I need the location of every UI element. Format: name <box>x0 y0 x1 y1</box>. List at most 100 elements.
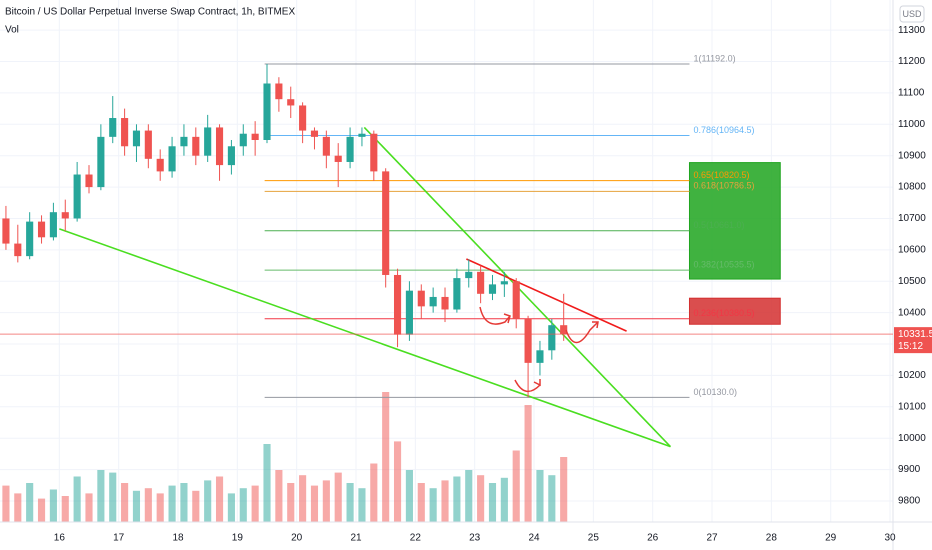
candle-body <box>144 130 152 159</box>
candle-body <box>2 218 10 244</box>
candle-body <box>49 212 57 238</box>
volume-bar <box>204 480 212 522</box>
volume-bar <box>453 476 461 522</box>
candle-body <box>263 83 271 140</box>
fib-label: 0.65(10820.5) <box>693 170 749 180</box>
trend-line <box>466 258 627 332</box>
candle-body <box>287 99 295 106</box>
drawings: 1(11192.0) 0.786(10964.5) 0.65(10820.5)0.6… <box>59 53 781 448</box>
candle-body <box>156 158 164 172</box>
candle-body <box>370 133 378 172</box>
candle-body <box>192 136 200 156</box>
x-tick-label: 23 <box>469 533 481 544</box>
volume-bar <box>536 470 544 522</box>
volume-bar <box>251 485 259 522</box>
y-tick-label: 10700 <box>898 213 926 224</box>
candle-body <box>14 243 22 257</box>
x-tick-label: 28 <box>766 533 778 544</box>
candle-body <box>500 281 508 285</box>
fib-label: 0.618(10786.5) <box>693 181 754 191</box>
volume-bar <box>334 472 342 522</box>
y-tick-label: 10400 <box>898 307 926 318</box>
countdown: 15:12 <box>898 341 923 352</box>
chart-title: Bitcoin / US Dollar Perpetual Inverse Sw… <box>5 7 295 18</box>
x-tick-label: 22 <box>410 533 422 544</box>
arrow <box>514 379 541 393</box>
x-tick-label: 27 <box>706 533 718 544</box>
zone <box>688 162 781 280</box>
volume-bar <box>215 476 224 522</box>
y-tick-label: 10000 <box>898 433 926 444</box>
volume-bar <box>370 463 378 522</box>
y-tick-label: 10500 <box>898 276 926 287</box>
candle-body <box>121 118 129 147</box>
volume-bar <box>275 470 283 522</box>
candles <box>2 64 568 398</box>
volume-bar <box>37 498 46 522</box>
x-tick-label: 24 <box>528 533 540 544</box>
volume-bar <box>121 483 129 522</box>
y-tick-label: 11100 <box>898 88 925 99</box>
volume-bar <box>346 483 354 522</box>
x-tick-label: 30 <box>884 533 896 544</box>
volume-bar <box>168 485 176 522</box>
y-tick-label: 9900 <box>898 464 921 475</box>
candle-body <box>441 296 449 310</box>
candle-body <box>227 146 235 166</box>
volume-bar <box>405 470 413 522</box>
volume-bar <box>512 450 520 522</box>
candle-body <box>453 278 461 310</box>
candle-body <box>512 281 520 319</box>
volume-bar <box>192 490 200 522</box>
volume-bar <box>109 472 117 522</box>
volume-bar <box>393 441 402 522</box>
candle-body <box>405 290 413 335</box>
volume-bar <box>239 488 247 522</box>
volume-bar <box>299 475 307 522</box>
y-tick-label: 10800 <box>898 182 926 193</box>
volume-bar <box>85 493 93 522</box>
fib-label: 0.236(10380.5) <box>693 308 754 318</box>
candle-body <box>334 155 342 162</box>
volume-bar <box>429 488 437 522</box>
candle-body <box>37 221 46 238</box>
volume-bar <box>500 477 508 522</box>
y-tick-label: 11200 <box>898 56 926 67</box>
currency-button[interactable] <box>899 5 925 23</box>
volume-bar <box>287 483 295 522</box>
y-tick-label: 10200 <box>898 370 926 381</box>
candle-body <box>180 136 188 147</box>
volume-pane <box>2 392 568 522</box>
candle-body <box>215 127 224 166</box>
candle-body <box>251 133 259 140</box>
x-tick-label: 25 <box>588 533 600 544</box>
y-tick-label: 11000 <box>898 119 926 130</box>
candle-body <box>168 146 176 172</box>
candle-body <box>132 130 141 147</box>
volume-bar <box>49 489 57 522</box>
volume-bar <box>14 493 22 522</box>
y-tick-label: 10600 <box>898 244 926 255</box>
fib-label: 0.382(10535.5) <box>693 259 754 269</box>
candle-body <box>26 221 34 257</box>
fib-label: 0.5(10661.0) <box>693 220 744 230</box>
y-tick-label: 10100 <box>898 401 926 412</box>
x-tick-label: 17 <box>113 533 125 544</box>
volume-bar <box>441 480 449 522</box>
x-tick-label: 19 <box>232 533 244 544</box>
volume-bar <box>358 488 366 522</box>
fib-label: 0.786(10964.5) <box>693 125 754 135</box>
candle-body <box>393 274 402 335</box>
candle-body <box>417 290 425 307</box>
last-price-box <box>894 327 932 354</box>
candle-body <box>204 127 212 156</box>
volume-bar <box>524 405 532 522</box>
candle-body <box>239 133 247 147</box>
volume-bar <box>560 457 568 522</box>
currency[interactable]: USD <box>902 9 922 19</box>
candle-body <box>109 118 117 137</box>
volume-bar <box>180 483 188 522</box>
candle-body <box>299 105 307 131</box>
